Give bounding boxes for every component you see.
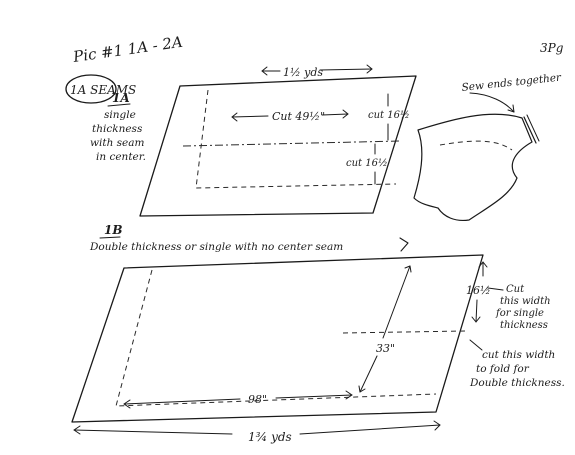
measure-1a-upper-label: cut 16½ <box>368 110 410 121</box>
measure-1b-bottom-arrow-left <box>73 429 233 435</box>
measure-1b-bottom-label: 1¾ yds <box>248 430 292 444</box>
diagram-1b-note-single: Cut this width for single thickness <box>495 284 554 331</box>
diagram-1b-description: Double thickness or single with no cente… <box>89 241 343 253</box>
measure-1a-lower-label: cut 16½ <box>346 158 388 169</box>
measure-1b-length-arrow-right <box>275 394 353 399</box>
diagram-1a-label: 1A <box>112 91 130 105</box>
diagram-1a-description: single thickness with seam in center. <box>90 109 148 163</box>
tube-caption: Sew ends together <box>461 72 563 94</box>
measure-1a-cut-label: Cut 49½" <box>272 110 325 123</box>
sewn-tube-seam <box>439 140 513 151</box>
diagram-1a-label-underline <box>107 103 131 107</box>
fabric-1a-center-seam <box>182 140 401 147</box>
sewn-tube-shape <box>413 113 533 222</box>
diagram-1b-note-double: cut this width to fold for Double thickn… <box>469 349 565 389</box>
fabric-1b-cut-line <box>115 269 437 407</box>
measure-1b-center-arrow-top <box>382 265 411 339</box>
fabric-1b-outline <box>71 254 484 423</box>
page-number: 3Pg <box>540 41 564 55</box>
diagram-1b-label-underline <box>99 236 121 239</box>
measure-1a-top-right-arrow <box>319 68 373 71</box>
page-header: Pic #1 1A - 2A <box>71 33 184 66</box>
measure-1b-length-label: 98" <box>248 393 267 406</box>
fabric-1b-fold-line <box>342 330 466 334</box>
fabric-1a-outline <box>139 75 417 217</box>
measure-1b-height-arrow-bottom <box>475 299 478 323</box>
tube-caption-arrow <box>469 92 515 113</box>
fabric-1a-cut-line <box>195 89 397 189</box>
circled-label: 1A SEAMS <box>70 83 136 97</box>
measure-1a-cut-left-arrow <box>231 115 269 118</box>
measure-1b-length-arrow-left <box>123 398 241 405</box>
sewn-tube-hem <box>523 116 537 144</box>
measure-1b-center-arrow-bottom <box>359 355 378 393</box>
measure-1b-height-label: 16½ <box>466 284 491 297</box>
measure-1b-bottom-arrow-right <box>299 424 441 435</box>
circled-label-outline <box>65 74 117 104</box>
measure-1b-center-label: 33" <box>376 342 395 355</box>
diagram-1b-heading-arrow <box>399 237 409 252</box>
diagram-1b-label: 1B <box>104 223 123 237</box>
measure-1a-top-label: 1½ yds <box>283 66 323 79</box>
measure-1a-cut-right-arrow <box>321 113 349 116</box>
